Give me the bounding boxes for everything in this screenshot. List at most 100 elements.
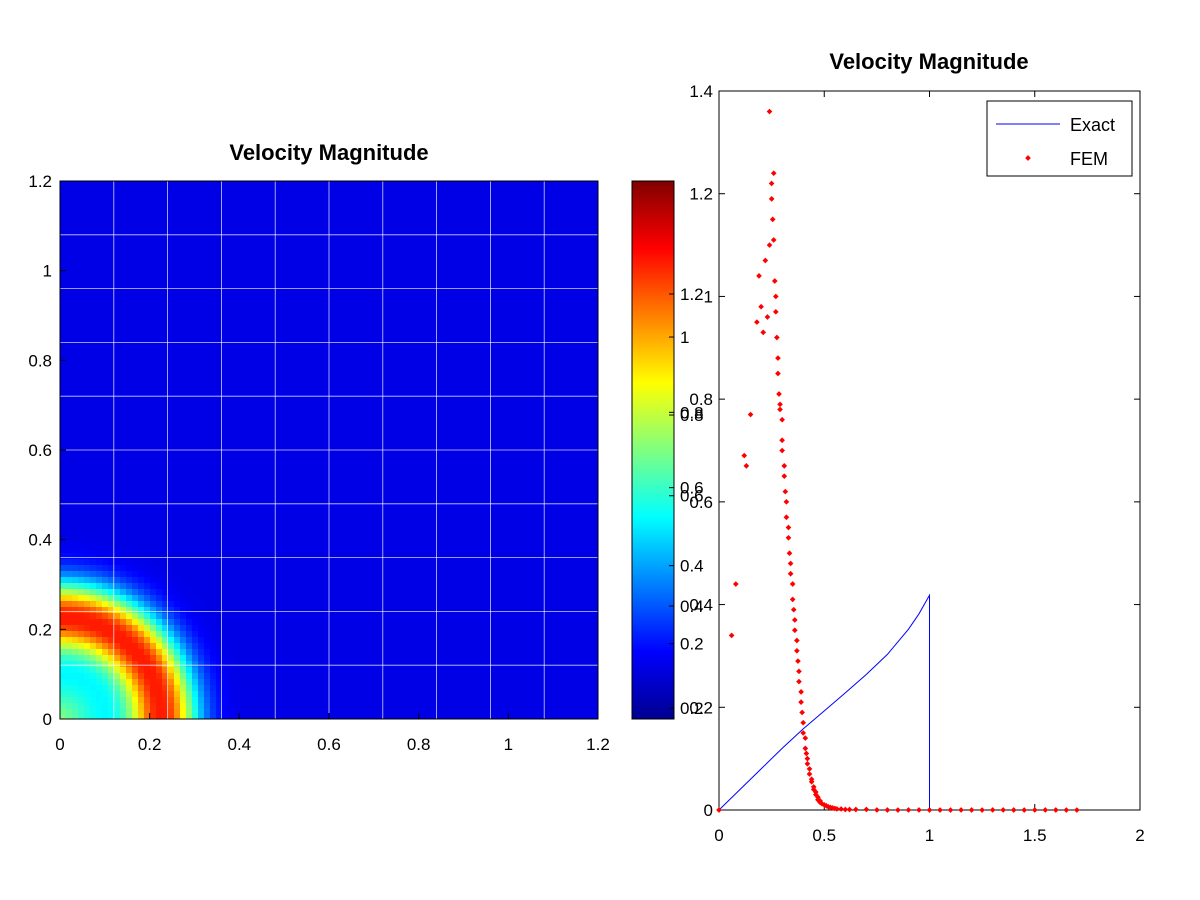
heatmap-cell xyxy=(336,343,343,350)
heatmap-cell xyxy=(108,247,115,254)
heatmap-cell xyxy=(210,307,217,314)
heatmap-cell xyxy=(252,283,259,290)
heatmap-cell xyxy=(240,673,247,680)
heatmap-cell xyxy=(276,445,283,452)
heatmap-cell xyxy=(360,391,367,398)
heatmap-cell xyxy=(96,601,103,608)
heatmap-cell xyxy=(180,481,187,488)
heatmap-cell xyxy=(120,337,127,344)
heatmap-cell xyxy=(270,193,277,200)
heatmap-cell xyxy=(246,397,253,404)
heatmap-cell xyxy=(180,571,187,578)
heatmap-cell xyxy=(348,703,355,710)
heatmap-cell xyxy=(384,511,391,518)
heatmap-cell xyxy=(312,421,319,428)
heatmap-cell xyxy=(114,331,121,338)
heatmap-cell xyxy=(60,211,67,218)
heatmap-cell xyxy=(192,235,199,242)
heatmap-cell xyxy=(246,235,253,242)
heatmap-cell xyxy=(102,313,109,320)
heatmap-cell xyxy=(240,481,247,488)
heatmap-cell xyxy=(210,715,217,719)
heatmap-cell xyxy=(168,439,175,446)
heatmap-cell xyxy=(198,271,205,278)
heatmap-cell xyxy=(348,469,355,476)
heatmap-cell xyxy=(198,409,205,416)
heatmap-cell xyxy=(198,193,205,200)
heatmap-cell xyxy=(84,649,91,656)
heatmap-cell xyxy=(72,403,79,410)
heatmap-cell xyxy=(348,715,355,719)
heatmap-cell xyxy=(306,355,313,362)
heatmap-cell xyxy=(354,553,361,560)
heatmap-cell xyxy=(276,631,283,638)
heatmap-cell xyxy=(306,391,313,398)
heatmap-cell xyxy=(252,703,259,710)
heatmap-cell xyxy=(168,241,175,248)
heatmap-cell xyxy=(90,607,97,614)
heatmap-cell xyxy=(96,217,103,224)
heatmap-cell xyxy=(270,367,277,374)
heatmap-cell xyxy=(354,637,361,644)
heatmap-cell xyxy=(102,583,109,590)
heatmap-cell xyxy=(144,715,151,719)
heatmap-cell xyxy=(114,235,121,242)
heatmap-cell xyxy=(366,463,373,470)
heatmap-cell xyxy=(324,427,331,434)
heatmap-cell xyxy=(156,571,163,578)
heatmap-cell xyxy=(84,475,91,482)
heatmap-cell xyxy=(366,451,373,458)
heatmap-cell xyxy=(174,259,181,266)
heatmap-cell xyxy=(222,277,229,284)
heatmap-cell xyxy=(186,433,193,440)
heatmap-cell xyxy=(240,253,247,260)
heatmap-cell xyxy=(180,241,187,248)
heatmap-cell xyxy=(156,535,163,542)
heatmap-cell xyxy=(282,559,289,566)
heatmap-cell xyxy=(192,499,199,506)
heatmap-cell xyxy=(102,217,109,224)
heatmap-cell xyxy=(78,619,85,626)
heatmap-cell xyxy=(318,685,325,692)
heatmap-cell xyxy=(342,355,349,362)
heatmap-cell xyxy=(66,499,73,506)
heatmap-cell xyxy=(60,529,67,536)
heatmap-cell xyxy=(330,193,337,200)
heatmap-cell xyxy=(378,643,385,650)
heatmap-cell xyxy=(60,391,67,398)
heatmap-cell xyxy=(168,433,175,440)
heatmap-cell xyxy=(210,205,217,212)
heatmap-cell xyxy=(156,637,163,644)
heatmap-cell xyxy=(156,427,163,434)
heatmap-cell xyxy=(330,517,337,524)
heatmap-cell xyxy=(252,529,259,536)
heatmap-cell xyxy=(96,409,103,416)
heatmap-cell xyxy=(120,529,127,536)
heatmap-cell xyxy=(384,529,391,536)
heatmap-cell xyxy=(204,547,211,554)
heatmap-cell xyxy=(174,439,181,446)
heatmap-cell xyxy=(348,343,355,350)
heatmap-cell xyxy=(306,211,313,218)
heatmap-cell xyxy=(168,367,175,374)
heatmap-cell xyxy=(246,427,253,434)
heatmap-cell xyxy=(210,181,217,188)
heatmap-cell xyxy=(66,649,73,656)
heatmap-cell xyxy=(324,271,331,278)
heatmap-cell xyxy=(384,673,391,680)
heatmap-cell xyxy=(66,271,73,278)
heatmap-cell xyxy=(384,277,391,284)
heatmap-cell xyxy=(270,691,277,698)
heatmap-cell xyxy=(138,205,145,212)
heatmap-cell xyxy=(102,613,109,620)
heatmap-cell xyxy=(210,313,217,320)
heatmap-cell xyxy=(384,379,391,386)
heatmap-cell xyxy=(228,565,235,572)
heatmap-cell xyxy=(180,673,187,680)
heatmap-cell xyxy=(246,619,253,626)
heatmap-cell xyxy=(90,691,97,698)
heatmap-cell xyxy=(168,589,175,596)
heatmap-cell xyxy=(162,361,169,368)
heatmap-cell xyxy=(330,493,337,500)
heatmap-cell xyxy=(84,265,91,272)
